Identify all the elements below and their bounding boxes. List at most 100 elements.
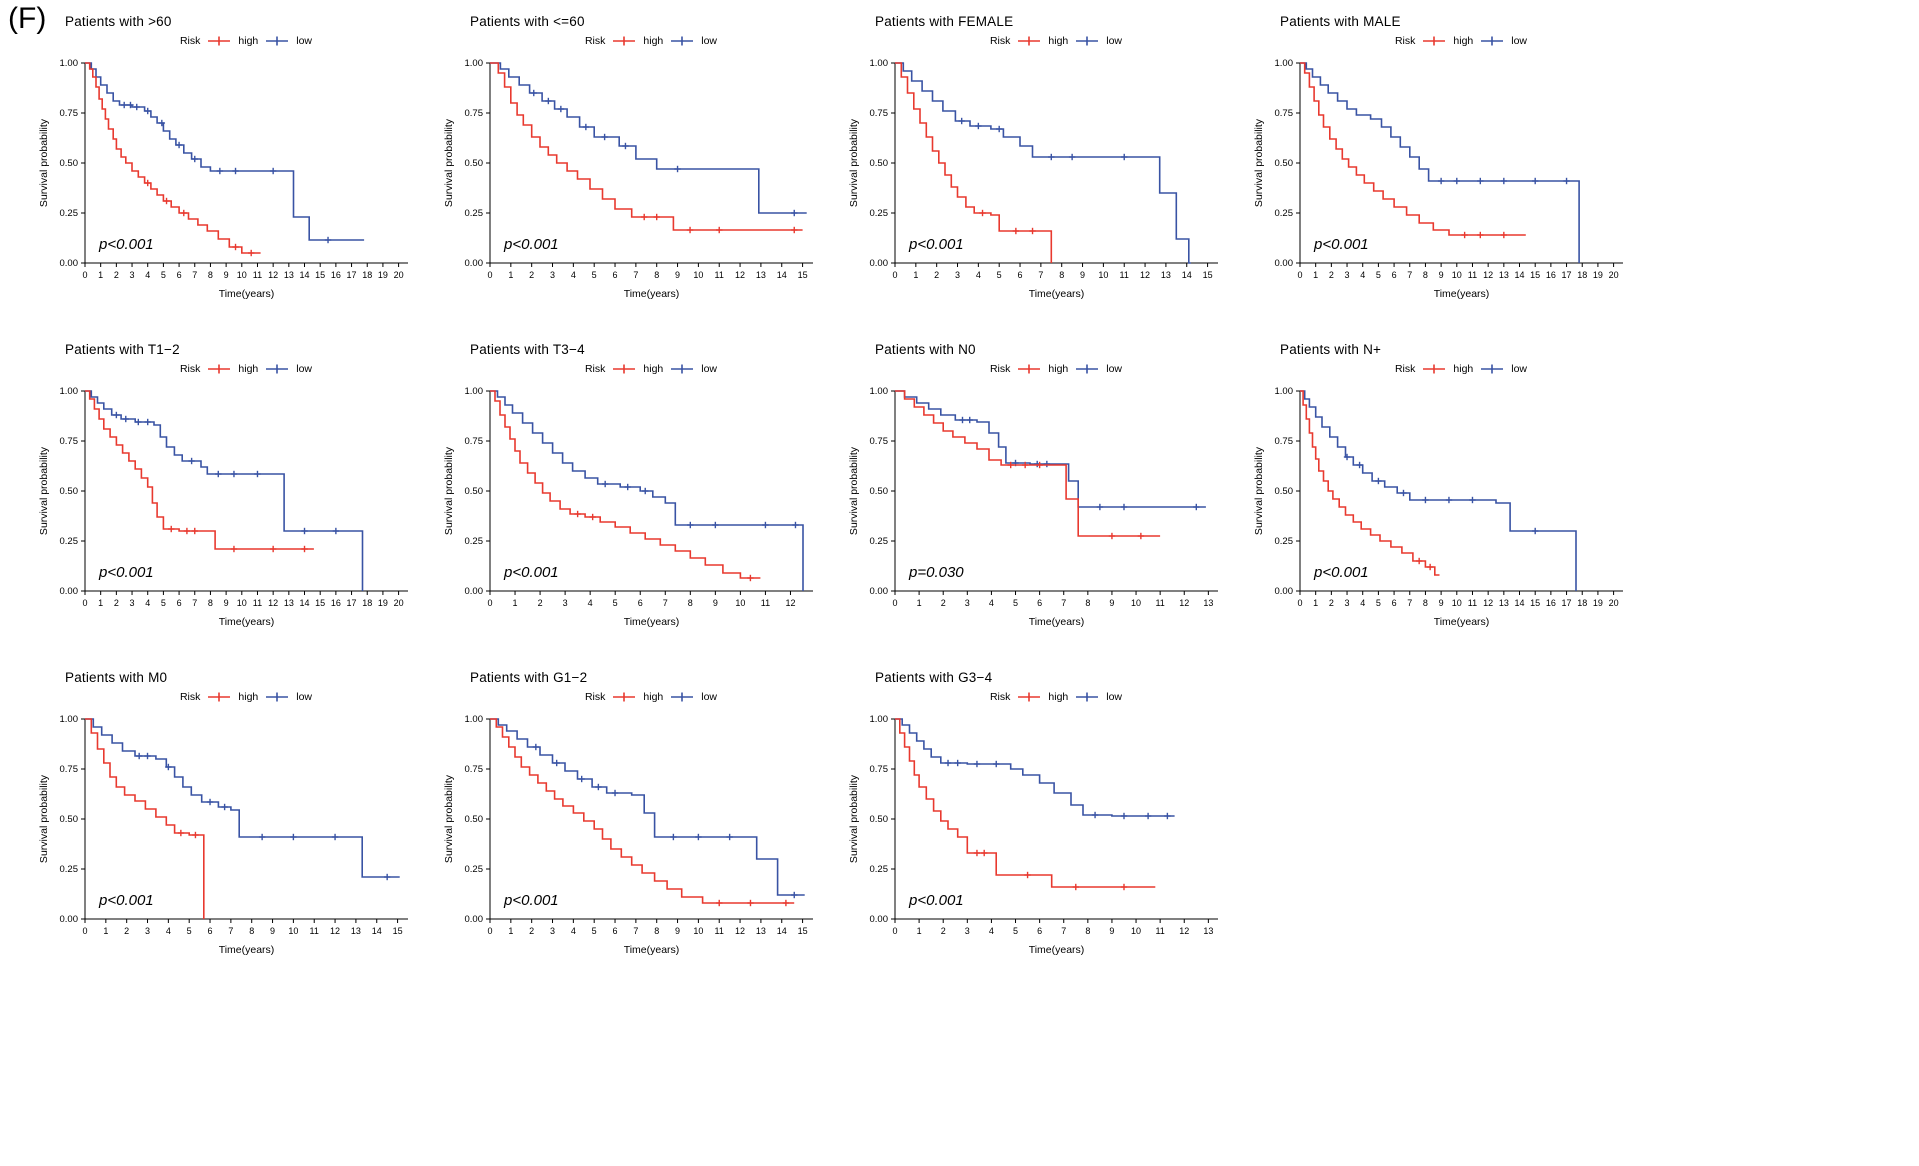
x-tick-label: 11 (1155, 598, 1164, 608)
y-tick-label: 0.75 (465, 436, 484, 447)
x-tick-label: 3 (563, 598, 568, 608)
low-risk-curve (85, 718, 400, 878)
x-tick-label: 11 (1468, 270, 1477, 280)
x-tick-label: 14 (777, 926, 787, 936)
km-plot: 0.000.250.500.751.000 1 2 3 4 5 6 7 8 9 10 11 12 13 14… (38, 58, 408, 300)
x-tick-label: 12 (1483, 598, 1493, 608)
y-tick-label: 0.50 (60, 486, 79, 497)
low-risk-curve (85, 390, 364, 591)
x-tick-label: 8 (1085, 598, 1090, 608)
x-tick-label: 7 (1061, 598, 1066, 608)
x-tick-label: 2 (124, 926, 129, 936)
x-tick-label: 13 (1203, 926, 1213, 936)
y-tick-label: 0.75 (465, 764, 484, 775)
legend-key-icon (1423, 364, 1446, 374)
x-axis-title: Time(years) (1434, 288, 1490, 300)
y-tick-label: 0.50 (465, 158, 484, 169)
legend-high-label: high (643, 691, 664, 703)
x-tick-label: 7 (633, 270, 638, 280)
x-tick-label: 4 (588, 598, 593, 608)
y-axis-title: Survival probability (848, 774, 860, 863)
legend-key-icon (1076, 364, 1099, 374)
x-tick-label: 6 (208, 926, 213, 936)
x-tick-label: 17 (1562, 270, 1572, 280)
y-tick-label: 0.25 (465, 536, 484, 547)
x-tick-label: 20 (394, 598, 404, 608)
x-tick-label: 16 (1546, 270, 1556, 280)
x-tick-label: 7 (663, 598, 668, 608)
y-tick-label: 0.00 (1275, 586, 1294, 597)
x-tick-label: 7 (192, 270, 197, 280)
x-tick-label: 8 (249, 926, 254, 936)
legend-high-label: high (1453, 35, 1474, 47)
x-tick-label: 0 (1297, 270, 1302, 280)
km-panel: Patients with G3−4 Risk high low 0.00 0.25 0.5… (845, 664, 1237, 992)
legend-key-icon (266, 364, 289, 374)
panel-title: Patients with N+ (1280, 342, 1382, 357)
x-tick-label: 13 (1161, 270, 1171, 280)
km-panel: Patients with N0 Risk high low 0.00 0.25 0.50 0… (845, 336, 1237, 664)
x-tick-label: 8 (1423, 598, 1428, 608)
y-tick-label: 0.50 (1275, 486, 1294, 497)
x-tick-label: 10 (237, 270, 247, 280)
x-tick-label: 0 (892, 598, 897, 608)
legend-key-icon (266, 692, 289, 702)
p-value-label: p=0.030 (908, 564, 964, 581)
x-tick-label: 3 (965, 598, 970, 608)
legend-key-icon (1018, 364, 1041, 374)
x-tick-label: 14 (1182, 270, 1192, 280)
x-tick-label: 10 (288, 926, 298, 936)
x-tick-label: 2 (934, 270, 939, 280)
x-tick-label: 12 (1483, 270, 1493, 280)
panel-title: Patients with T1−2 (65, 342, 180, 357)
y-tick-label: 1.00 (1275, 386, 1294, 397)
km-plot: 0.000.250.500.751.000 1 2 3 4 5 6 7 8 9 10 11 12Time… (443, 386, 813, 628)
legend-key-icon (671, 364, 694, 374)
y-tick-label: 0.50 (870, 814, 889, 825)
legend-high-label: high (643, 35, 664, 47)
risk-legend: Risk high low (65, 687, 427, 707)
panel-title: Patients with M0 (65, 670, 168, 685)
x-tick-label: 17 (1562, 598, 1572, 608)
y-tick-label: 1.00 (465, 386, 484, 397)
x-tick-label: 18 (362, 270, 372, 280)
y-tick-label: 0.00 (465, 258, 484, 269)
y-tick-label: 0.75 (60, 108, 79, 119)
x-tick-label: 1 (508, 926, 513, 936)
x-tick-label: 6 (613, 270, 618, 280)
x-tick-label: 12 (785, 598, 795, 608)
x-tick-label: 4 (166, 926, 171, 936)
x-tick-label: 0 (487, 270, 492, 280)
legend-key-icon (1076, 692, 1099, 702)
y-axis-title: Survival probability (1253, 446, 1265, 535)
x-tick-label: 4 (989, 598, 994, 608)
legend-title: Risk (179, 35, 201, 47)
x-tick-label: 13 (1203, 598, 1213, 608)
y-tick-label: 1.00 (1275, 58, 1294, 69)
x-tick-label: 15 (798, 270, 808, 280)
y-axis-title: Survival probability (38, 774, 50, 863)
x-tick-label: 8 (1059, 270, 1064, 280)
legend-title: Risk (1394, 35, 1416, 47)
risk-legend: Risk high low (65, 31, 427, 51)
panel-title: Patients with FEMALE (875, 14, 1014, 29)
x-axis-title: Time(years) (219, 288, 275, 300)
y-tick-label: 0.25 (1275, 536, 1294, 547)
x-tick-label: 3 (130, 270, 135, 280)
x-axis-title: Time(years) (1029, 944, 1085, 956)
y-tick-label: 0.75 (870, 436, 889, 447)
km-plot: 0.000.250.500.751.000 1 2 3 4 5 6 7 8 9 10 11 12 13 14… (38, 714, 408, 956)
risk-legend: Risk high low (875, 31, 1237, 51)
x-tick-label: 4 (145, 598, 150, 608)
x-tick-label: 0 (82, 270, 87, 280)
x-tick-label: 6 (177, 598, 182, 608)
x-tick-label: 2 (941, 926, 946, 936)
x-tick-label: 5 (161, 270, 166, 280)
x-tick-label: 11 (253, 598, 262, 608)
risk-legend: Risk high low (1280, 359, 1642, 379)
x-tick-label: 3 (955, 270, 960, 280)
high-risk-curve (1300, 390, 1440, 576)
low-risk-curve (490, 390, 804, 591)
panel-title: Patients with G3−4 (875, 670, 993, 685)
figure-panel-label: (F) (8, 2, 47, 35)
